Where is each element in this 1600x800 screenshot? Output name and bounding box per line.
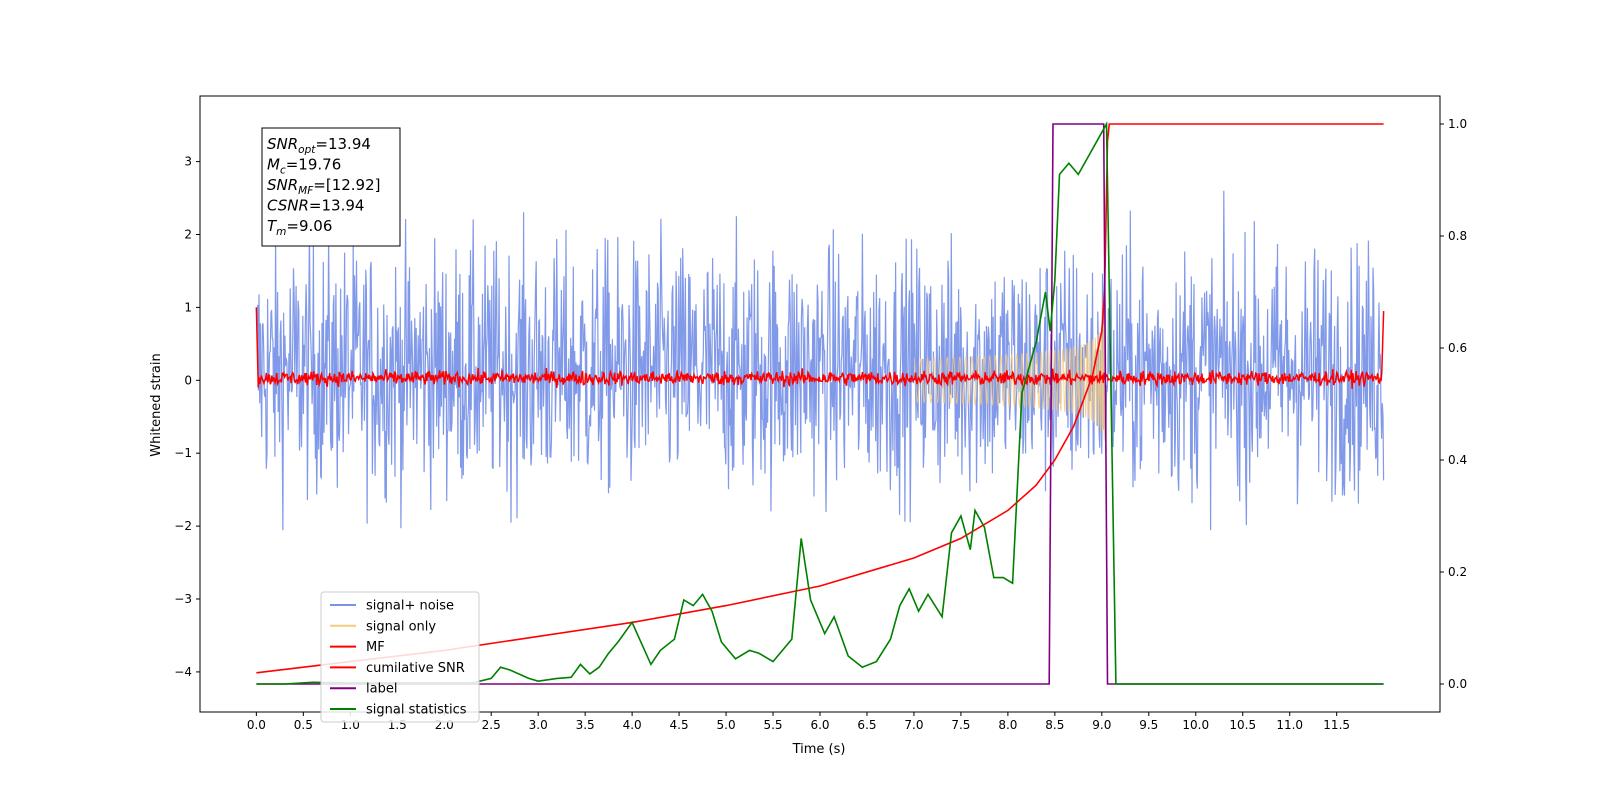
x-tick-label: 7.0 [904,718,923,732]
x-tick-label: 0.0 [247,718,266,732]
x-tick-label: 7.5 [951,718,970,732]
y2-tick-label: 0.6 [1448,341,1467,355]
x-tick-label: 9.5 [1139,718,1158,732]
y-tick-label: −2 [174,519,192,533]
series-mf-line [255,307,1385,389]
annotation-value: =19.76 [286,156,342,174]
annotation-line: Mc=19.76 [267,156,341,177]
x-tick-label: 3.5 [576,718,595,732]
annotation-value: =13.94 [315,135,371,153]
y-tick-label: 3 [184,155,192,169]
series-signal-only-line [913,317,1108,450]
y-tick-label: 2 [184,228,192,242]
legend-label: MF [366,640,385,655]
x-tick-label: 11.0 [1276,718,1303,732]
x-tick-label: 5.5 [763,718,782,732]
y-axis-left: 3 2 1 0 −1 −2 −3 −4 [174,155,200,679]
series-signal-noise-line [255,190,1385,531]
series-signal-statistics-line [256,121,1384,685]
y2-tick-label: 0.8 [1448,229,1467,243]
x-tick-label: 4.5 [670,718,689,732]
annotation-subscript: opt [298,144,316,156]
x-tick-label: 4.0 [623,718,642,732]
annotation-value: =9.06 [286,217,332,235]
legend-label: cumilative SNR [366,661,465,676]
annotation-subscript: MF [298,185,314,197]
x-tick-label: 2.5 [482,718,501,732]
legend-label: signal+ noise [366,599,454,614]
annotation-value: =13.94 [309,197,365,215]
x-axis-label: Time (s) [792,742,846,757]
y2-tick-label: 0.4 [1448,453,1467,467]
x-tick-label: 6.5 [857,718,876,732]
y-tick-label: 0 [184,373,192,387]
x-tick-label: 10.5 [1229,718,1256,732]
y-axis-right: 1.0 0.8 0.6 0.4 0.2 0.0 [1440,117,1467,691]
stats-annotation-box: SNRopt=13.94Mc=19.76SNRMF=[12.92]CSNR=13… [261,127,401,247]
annotation-symbol: CSNR [267,197,309,215]
x-tick-label: 8.5 [1045,718,1064,732]
x-tick-label: 11.5 [1323,718,1350,732]
x-tick-label: 0.5 [294,718,313,732]
annotation-symbol: SNR [267,135,298,153]
annotation-subscript: m [276,226,286,238]
annotation-line: SNRopt=13.94 [267,135,371,156]
y2-tick-label: 1.0 [1448,117,1467,131]
legend-label: signal only [366,619,436,634]
y-tick-label: 1 [184,300,192,314]
annotation-subscript: c [280,165,286,177]
legend-label: label [366,682,397,697]
x-tick-label: 6.0 [810,718,829,732]
legend: signal+ noise signal only MF cumilative SNR… [320,591,480,723]
annotation-line: Tm=9.06 [267,217,332,238]
annotation-symbol: M [267,156,280,174]
y-tick-label: −4 [174,665,192,679]
legend-frame [320,591,480,723]
annotation-value: =[12.92] [313,176,380,194]
x-tick-label: 3.0 [529,718,548,732]
y2-tick-label: 0.2 [1448,565,1467,579]
annotation-box-frame [261,127,401,247]
y-tick-label: −3 [174,592,192,606]
annotation-line: SNRMF=[12.92] [267,176,381,197]
y-axis-label: Whitened strain [149,353,164,456]
x-tick-label: 10.0 [1182,718,1209,732]
plot-area [255,121,1385,685]
y-tick-label: −1 [174,446,192,460]
annotation-symbol: SNR [267,176,298,194]
x-tick-label: 9.0 [1092,718,1111,732]
y2-tick-label: 0.0 [1448,677,1467,691]
x-tick-label: 8.0 [998,718,1017,732]
legend-label: signal statistics [366,703,467,718]
annotation-line: CSNR=13.94 [267,197,364,215]
x-tick-label: 5.0 [717,718,736,732]
annotation-symbol: T [267,217,278,235]
